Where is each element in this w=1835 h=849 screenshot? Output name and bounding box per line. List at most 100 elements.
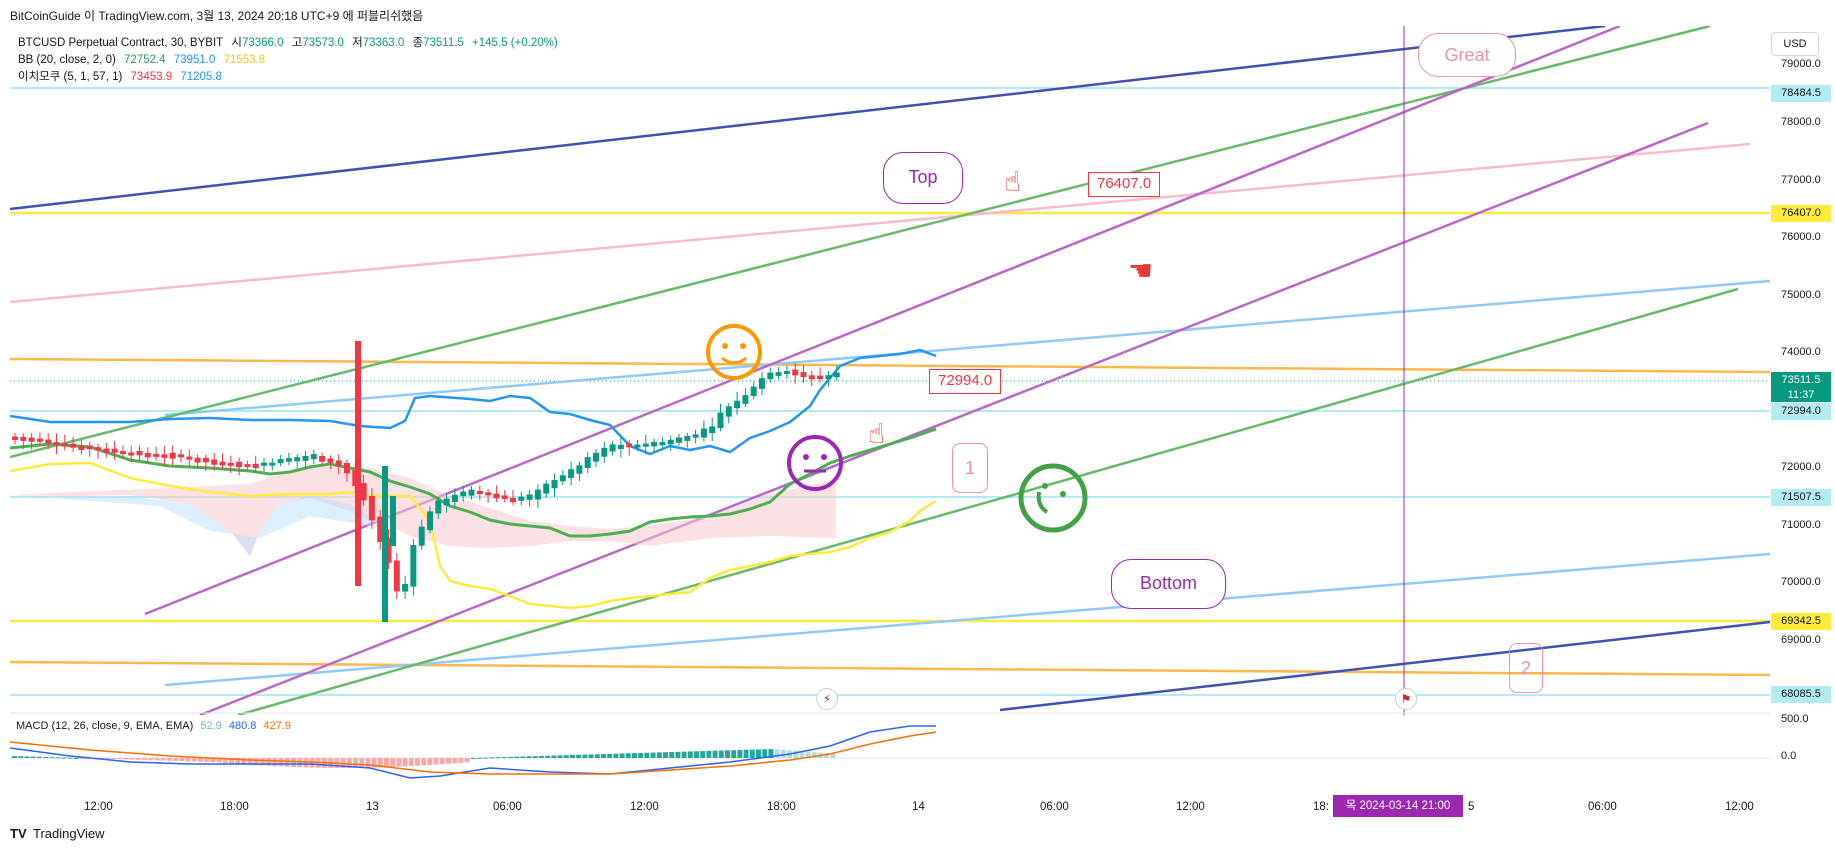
last-price-tag[interactable]: 73511.5 [1771,372,1831,388]
macd-histogram-bar [229,758,234,764]
macd-tick: 500.0 [1781,713,1809,725]
candle-body [103,448,110,454]
us-flag-icon[interactable]: ⚑ [1395,688,1417,710]
blue-trend-lower [164,552,1770,687]
macd-histogram-bar [452,758,458,764]
macd-histogram-bar [582,754,588,758]
green-trend-lower [237,287,1739,715]
currency-badge[interactable]: USD [1771,32,1819,56]
price-tag-76407[interactable]: 76407.0 [1771,205,1831,222]
pointing-hand-icon[interactable]: ☝ [1004,166,1022,197]
flash-event-icon[interactable]: ⚡ [816,688,838,710]
candle-body [319,456,326,462]
macd-histogram-bar [55,757,61,759]
candle-body [559,475,566,482]
candle-body [360,483,367,501]
price-tick: 76000.0 [1781,231,1821,243]
candle-body [526,494,533,500]
wave-label-1[interactable]: 1 [952,443,988,493]
ichimoku-title[interactable]: 이치모쿠 (5, 1, 57, 1) [18,71,123,83]
candle-body [344,462,350,474]
candle-body [576,465,583,474]
macd-histogram-bar [551,755,557,758]
candle-body [202,457,209,463]
macd-title[interactable]: MACD (12, 26, close, 9, EMA, EMA) [16,720,194,732]
ichimoku-legend-row[interactable]: 이치모쿠 (5, 1, 57, 1) 73453.9 71205.8 [18,69,563,86]
symbol-title[interactable]: BTCUSD Perpetual Contract, 30, BYBIT [18,37,224,49]
candle-body [460,491,467,497]
macd-histogram-bar [625,753,631,758]
macd-histogram-bar [216,758,222,763]
macd-legend[interactable]: MACD (12, 26, close, 9, EMA, EMA) 52.9 4… [16,720,295,732]
macd-pane[interactable] [10,716,1770,792]
macd-histogram-bar [570,755,575,758]
macd-histogram-bar [669,752,675,758]
macd-histogram-bar [297,758,303,768]
price-tag-71507[interactable]: 71507.5 [1771,489,1831,506]
macd-histogram-bar [377,758,383,768]
price-tick: 79000.0 [1781,58,1821,70]
macd-histogram-bar [415,758,420,766]
chart-drawing[interactable] [10,26,1770,715]
macd-tick: 0.0 [1781,750,1797,762]
candle-body [169,452,176,459]
candle-body [476,490,483,495]
price-note-72994[interactable]: 72994.0 [929,369,1002,394]
symbol-legend-row[interactable]: BTCUSD Perpetual Contract, 30, BYBIT 시73… [18,35,563,52]
chart-legend: BTCUSD Perpetual Contract, 30, BYBIT 시73… [18,35,563,86]
price-note-76407[interactable]: 76407.0 [1088,172,1161,197]
smiley-face-icon[interactable] [704,322,764,382]
neutral-face-icon[interactable] [785,433,845,493]
price-tag-78484[interactable]: 78484.5 [1771,85,1831,102]
macd-histogram-bar [129,758,135,760]
pointing-hand-icon[interactable]: ☝ [868,418,886,449]
candle-body [759,378,765,389]
orange-line-lower [10,660,1770,677]
macd-histogram-bar [18,756,24,758]
macd-histogram-bar [780,749,786,758]
candle-body [427,511,433,531]
macd-histogram-bar [154,758,160,761]
candle-body [128,452,135,456]
winking-face-icon[interactable] [1017,462,1089,534]
ohlc-low: 저73363.0 [352,37,405,49]
chart-canvas[interactable] [10,26,1770,715]
candle-body [684,435,691,441]
crosshair-time-label: 목 2024-03-14 21:00 [1333,795,1463,817]
macd-histogram-bar [594,754,600,758]
price-tag-72994[interactable]: 72994.0 [1771,403,1831,420]
candle-body [70,443,77,448]
macd-histogram-bar [353,758,358,768]
candle-body [390,496,396,546]
callout-top[interactable]: Top [883,152,963,204]
wave-label-2[interactable]: 2 [1509,643,1543,693]
candle-body [800,372,807,378]
candle-body [402,583,409,592]
bb-legend-row[interactable]: BB (20, close, 2, 0) 72752.4 73951.0 715… [18,52,563,69]
green-trend-upper [10,26,1711,459]
callout-bottom[interactable]: Bottom [1111,559,1226,609]
time-label: 18:00 [767,801,796,813]
macd-histogram-bar [439,758,445,765]
macd-histogram-bar [520,756,526,758]
pointing-hand-icon[interactable]: ☚ [1128,255,1154,286]
candle-body [236,461,243,468]
candle-body [617,444,624,449]
macd-histogram-bar [167,758,172,761]
callout-great[interactable]: Great [1418,33,1516,77]
price-tick: 77000.0 [1781,174,1821,186]
macd-histogram-bar [607,753,613,758]
candle-body [601,447,608,457]
macd-histogram-bar [272,758,278,767]
bb-title[interactable]: BB (20, close, 2, 0) [18,54,116,66]
price-tag-68085[interactable]: 68085.5 [1771,686,1831,703]
candle-body [12,436,18,440]
tradingview-footer[interactable]: TV TradingView [10,826,105,841]
price-tag-69342[interactable]: 69342.5 [1771,613,1831,630]
candle-body [833,372,840,378]
macd-histogram-bar [365,758,371,768]
macd-histogram-bar [160,758,166,761]
candle-body [294,457,301,462]
macd-histogram-bar [650,752,656,758]
time-label: 13 [366,801,379,813]
